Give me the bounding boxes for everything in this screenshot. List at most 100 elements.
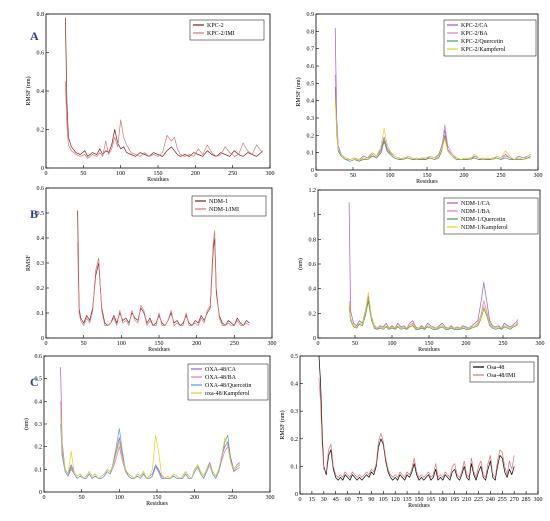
x-tick-label: 210	[462, 497, 471, 503]
y-tick-label: 0.2	[37, 128, 45, 134]
y-tick-label: 0	[39, 490, 42, 496]
legend-entry: NDM-1/CA	[461, 201, 491, 207]
series-line-ndm-1	[77, 210, 250, 326]
x-tick-label: 100	[386, 173, 395, 179]
y-tick-label: 0.1	[37, 311, 45, 317]
series-line-kpc-2-quercetin	[334, 86, 531, 162]
x-tick-label: 300	[268, 341, 277, 347]
y-tick-label: 0.6	[309, 262, 317, 268]
x-tick-label: 50	[81, 341, 87, 347]
x-tick-label: 45	[333, 497, 339, 503]
x-tick-label: 270	[510, 497, 519, 503]
y-axis-label: (nm)	[23, 418, 30, 430]
y-tick-label: 0.4	[291, 382, 299, 388]
x-tick-label: 0	[317, 341, 320, 347]
x-axis-label: Residues	[418, 347, 440, 353]
y-tick-label: 0.4	[35, 399, 43, 405]
y-tick-label: 0	[313, 336, 316, 342]
legend-entry: Osa-48/IMI	[487, 373, 515, 379]
y-tick-label: 0.1	[307, 151, 315, 157]
y-tick-label: 0.2	[291, 437, 299, 443]
x-axis-label: Residues	[146, 501, 168, 507]
y-tick-label: 0.3	[291, 409, 299, 415]
legend-entry: OXA-48/CA	[205, 367, 237, 373]
chart-panel-2: 0 50 100 150 200 250 300 0 0.1 0.2 0.3 0.4 0.5 0.6 0.7…	[295, 12, 543, 185]
chart-panel-3: 0 50 100 150 200 250 300 0 0.1 0.2 0.3 0.4 0.5 0.6 Res…	[26, 186, 277, 353]
x-tick-label: 120	[391, 497, 400, 503]
x-tick-label: 50	[79, 495, 85, 501]
x-tick-label: 150	[423, 173, 432, 179]
panel-letter: C	[30, 375, 39, 389]
x-tick-label: 100	[388, 341, 397, 347]
x-tick-label: 100	[115, 495, 124, 501]
y-tick-label: 0.6	[37, 51, 45, 57]
x-tick-label: 30	[321, 497, 327, 503]
x-tick-label: 150	[425, 341, 434, 347]
legend: KPC-2/CA KPC-2/BA KPC-2/QuercetinKPC-2/Kam…	[443, 19, 537, 57]
x-tick-label: 0	[299, 497, 302, 503]
series-line-kpc-2	[65, 17, 263, 157]
x-tick-label: 300	[534, 497, 543, 503]
legend-entry: NDM-1/Quercetin	[461, 217, 505, 223]
x-tick-label: 255	[498, 497, 507, 503]
x-tick-label: 250	[497, 173, 506, 179]
y-tick-label: 0.5	[291, 354, 299, 360]
x-tick-label: 250	[230, 341, 239, 347]
legend-box	[191, 195, 267, 217]
series-line-ndm-1-quercetin	[348, 300, 519, 330]
y-tick-label: 0.1	[291, 464, 299, 470]
legend-entry: OXA-48/Quercetin	[205, 383, 251, 389]
legend-box	[469, 361, 535, 383]
chart-panel-5: 0 50 100 150 200 250 300 0 0.1 0.2 0.3 0.4 0.5 0.6 Res…	[23, 354, 275, 507]
legend-entry: NDM-1	[209, 199, 228, 205]
x-tick-label: 200	[190, 495, 199, 501]
y-tick-label: 0.8	[37, 12, 45, 18]
legend-entry: KPC-2/CA	[461, 23, 488, 29]
x-tick-label: 200	[460, 173, 469, 179]
chart-panel-1: 0 50 100 150 200 250 300 0 0.2 0.4 0.6 0.8 Residues R…	[25, 12, 275, 183]
series-line-kpc-2-imi	[65, 81, 263, 159]
y-tick-label: 0	[295, 492, 298, 498]
y-tick-label: 0.6	[35, 354, 43, 360]
y-tick-label: 0.2	[307, 133, 315, 139]
y-tick-label: 0.4	[309, 287, 317, 293]
x-tick-label: 100	[116, 171, 125, 177]
legend-entry: KPC-2/Quercetin	[461, 39, 503, 45]
y-tick-label: 0.4	[37, 89, 45, 95]
y-axis-label: RMSF (nm)	[25, 76, 32, 105]
chart-panel-4: 0 50 100 150 200 250 300 0 0.2 0.4 0.6 0.8 1 1.2 Resid…	[297, 188, 545, 353]
legend: NDM-1 NDM-1/IMI	[191, 195, 267, 217]
legend-entry: Osa-48	[487, 365, 504, 371]
x-tick-label: 60	[345, 497, 351, 503]
y-tick-label: 0.2	[37, 286, 45, 292]
series-line-oxa-48-kampferol	[60, 412, 240, 479]
y-tick-label: 0.2	[309, 311, 317, 317]
legend: Osa-48 Osa-48/IMI	[469, 361, 535, 383]
legend-entry: KPC-2/BA	[461, 31, 488, 37]
y-tick-label: 1.2	[309, 188, 317, 194]
x-tick-label: 250	[228, 495, 237, 501]
y-tick-label: 0.5	[35, 377, 43, 383]
y-tick-label: 0	[41, 166, 44, 172]
legend-entry: KPC-2/Kampferol	[461, 46, 506, 53]
chart-panel-6: 0 15 30 45 60 75 90 105 120 135 150 165 180 195 210 225…	[279, 354, 543, 509]
x-tick-label: 300	[266, 495, 275, 501]
y-tick-label: 0.4	[307, 99, 315, 105]
x-tick-label: 135	[403, 497, 412, 503]
x-axis-label: Residues	[408, 503, 430, 509]
x-tick-label: 195	[450, 497, 459, 503]
series-line-kpc-2-kampferol	[334, 100, 531, 160]
y-tick-label: 0.9	[307, 12, 315, 18]
y-tick-label: 0.3	[37, 261, 45, 267]
legend-entry: KPC-2	[207, 23, 224, 29]
y-tick-label: 0.8	[309, 237, 317, 243]
series-line-ndm-1-imi	[77, 230, 250, 326]
y-tick-label: 0.3	[307, 116, 315, 122]
legend-box	[187, 363, 269, 401]
legend: OXA-48/CA OXA-48/BA OXA-48/Quercetinoxa-48…	[187, 363, 269, 401]
legend-box	[443, 197, 539, 235]
y-axis-label: RMSF (nm)	[295, 77, 302, 106]
legend: NDM-1/CA NDM-1/BA NDM-1/QuercetinNDM-1/Kam…	[443, 197, 539, 235]
y-tick-label: 0.6	[307, 64, 315, 70]
